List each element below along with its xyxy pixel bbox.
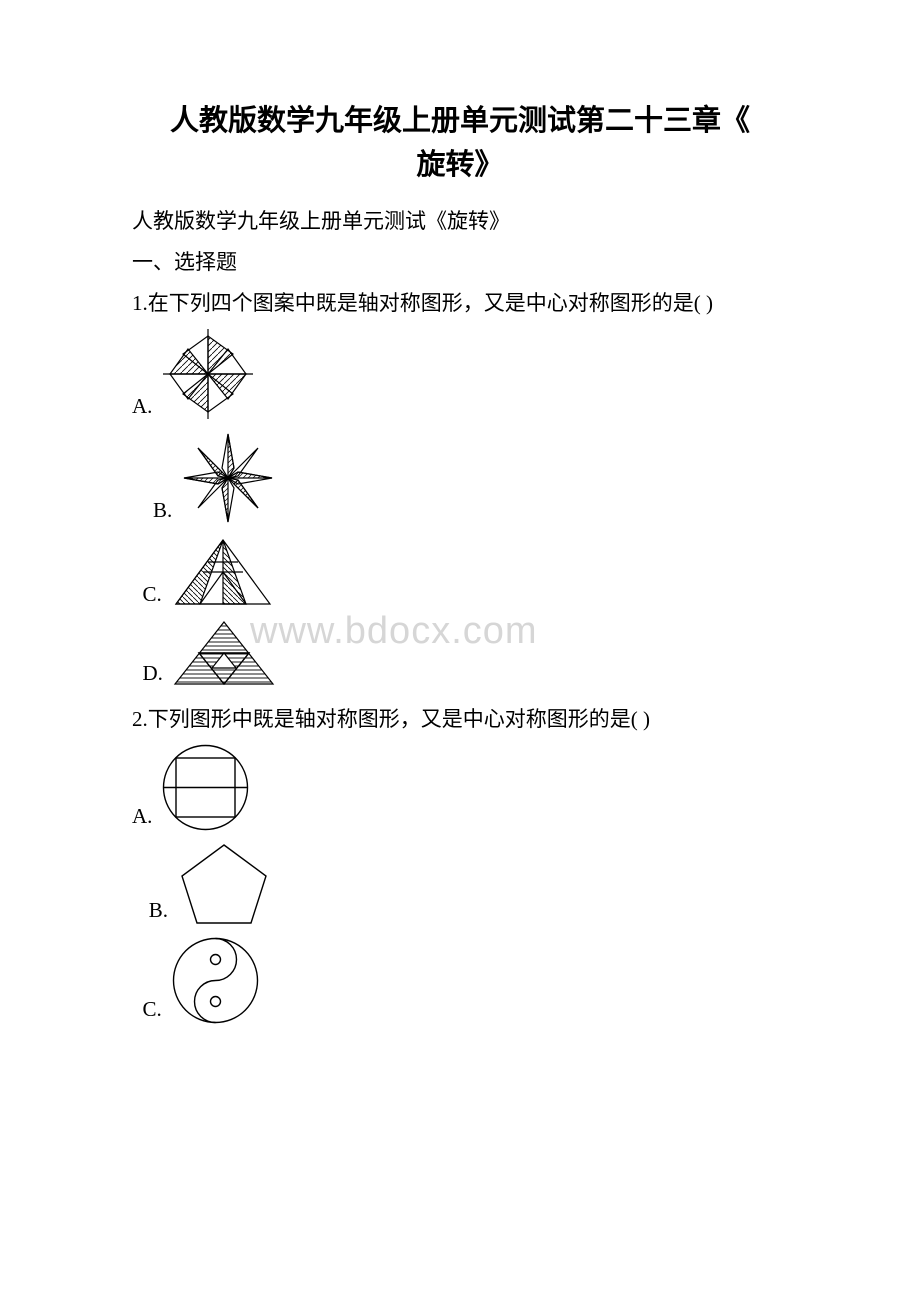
yinyang-icon — [168, 933, 263, 1028]
option-label: B. — [153, 497, 172, 528]
q1-option-d: D. — [143, 616, 831, 691]
q2-option-c: C. — [143, 933, 831, 1028]
option-label: A. — [132, 393, 152, 424]
option-label: A. — [132, 803, 152, 834]
compass-star-icon — [178, 428, 278, 528]
triangle-nested-icon — [169, 616, 279, 691]
q1-option-c: C. — [143, 532, 831, 612]
circle-square-icon — [158, 740, 253, 835]
option-label: C. — [143, 996, 162, 1027]
option-label: C. — [143, 581, 162, 612]
triangle-hatched-icon — [168, 532, 278, 612]
section-header: 一、选择题 — [90, 242, 830, 283]
subtitle: 人教版数学九年级上册单元测试《旋转》 — [90, 201, 830, 242]
q2-option-a: A. — [132, 740, 830, 835]
q1-option-b: B. — [153, 428, 830, 528]
q1-option-a: A. — [132, 324, 830, 424]
q2-option-b: B. — [149, 839, 830, 929]
question-2: 2.下列图形中既是轴对称图形，又是中心对称图形的是( ) — [90, 699, 830, 740]
option-label: D. — [143, 660, 163, 691]
question-1: 1.在下列四个图案中既是轴对称图形，又是中心对称图形的是( ) — [90, 283, 830, 324]
option-label: B. — [149, 897, 168, 928]
pinwheel-icon — [158, 324, 258, 424]
pentagon-icon — [174, 839, 274, 929]
page-title: 人教版数学九年级上册单元测试第二十三章《 旋转》 — [90, 100, 830, 187]
